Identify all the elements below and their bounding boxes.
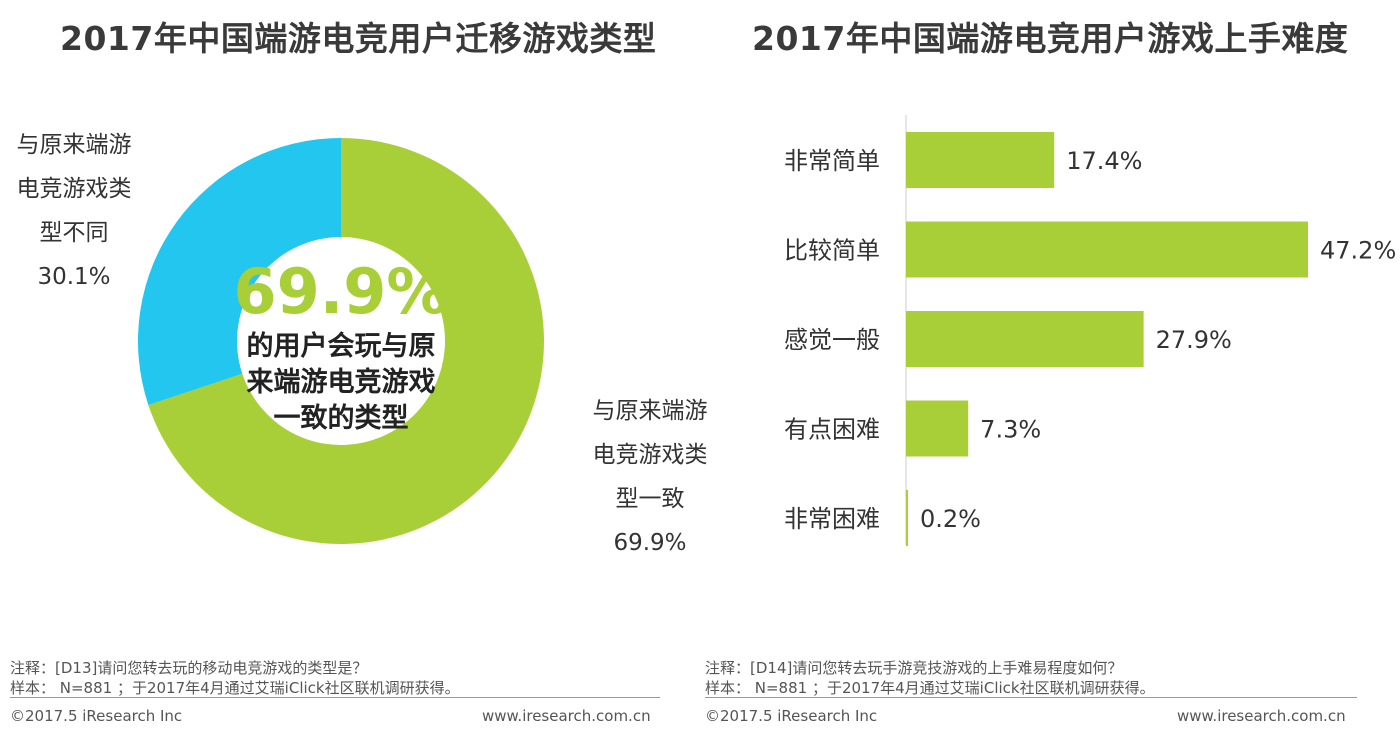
donut-slice-label-line: 电竞游戏类	[593, 442, 708, 468]
bar-2	[906, 221, 1308, 278]
right-footnote-sample: 样本： N=881 ；于2017年4月通过艾瑞iClick社区联机调研获得。	[705, 679, 1155, 697]
donut-slice-label-line: 与原来端游	[593, 398, 708, 424]
bar-value-label: 27.9%	[1156, 326, 1232, 354]
bar-chart-title: 2017年中国端游电竞用户游戏上手难度	[752, 19, 1349, 58]
right-footer-divider	[705, 697, 1357, 698]
donut-slice-value-label: 69.9%	[613, 530, 686, 556]
right-footnote-question: 注释：[D14]请问您转去玩手游竞技游戏的上手难易程度如何？	[705, 659, 1123, 677]
bar-category-label: 非常简单	[784, 147, 880, 175]
right-copyright: ©2017.5 iResearch Inc	[705, 707, 878, 725]
donut-slice-2	[138, 138, 341, 405]
donut-slice-label-line: 型不同	[40, 220, 109, 246]
left-website-link[interactable]: www.iresearch.com.cn	[482, 707, 651, 725]
right-website-link[interactable]: www.iresearch.com.cn	[1177, 707, 1346, 725]
left-copyright: ©2017.5 iResearch Inc	[10, 707, 183, 725]
bar-value-label: 0.2%	[920, 505, 981, 533]
bar-category-label: 感觉一般	[784, 326, 880, 354]
bar-5	[906, 490, 908, 546]
donut-slice-1	[148, 138, 544, 544]
bar-3	[906, 311, 1144, 367]
bar-value-label: 17.4%	[1066, 147, 1142, 175]
donut-center-percent: 69.9%	[233, 255, 448, 328]
donut-slice-label-line: 电竞游戏类	[17, 176, 132, 202]
bar-category-label: 有点困难	[784, 416, 880, 444]
bar-1	[906, 132, 1055, 188]
left-footnote-question: 注释：[D13]请问您转去玩的移动电竞游戏的类型是？	[10, 659, 368, 677]
donut-center-caption-line: 来端游电竞游戏	[247, 366, 436, 398]
bar-4	[906, 400, 969, 457]
bar-category-label: 比较简单	[784, 237, 880, 265]
donut-chart-title: 2017年中国端游电竞用户迁移游戏类型	[60, 19, 657, 58]
donut-center-caption-line: 一致的类型	[274, 402, 409, 434]
donut-slice-label-line: 型一致	[616, 486, 685, 512]
donut-slice-label-line: 与原来端游	[17, 132, 132, 158]
left-footnote-sample: 样本： N=881 ；于2017年4月通过艾瑞iClick社区联机调研获得。	[10, 679, 460, 697]
bar-value-label: 7.3%	[980, 416, 1041, 444]
donut-slice-value-label: 30.1%	[37, 264, 110, 290]
bar-value-label: 47.2%	[1320, 237, 1396, 265]
bar-category-label: 非常困难	[784, 505, 880, 533]
left-footer-divider	[10, 697, 660, 698]
donut-center-caption-line: 的用户会玩与原	[247, 330, 436, 362]
